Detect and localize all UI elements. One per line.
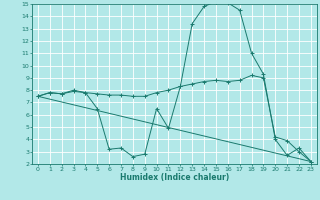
X-axis label: Humidex (Indice chaleur): Humidex (Indice chaleur) — [120, 173, 229, 182]
